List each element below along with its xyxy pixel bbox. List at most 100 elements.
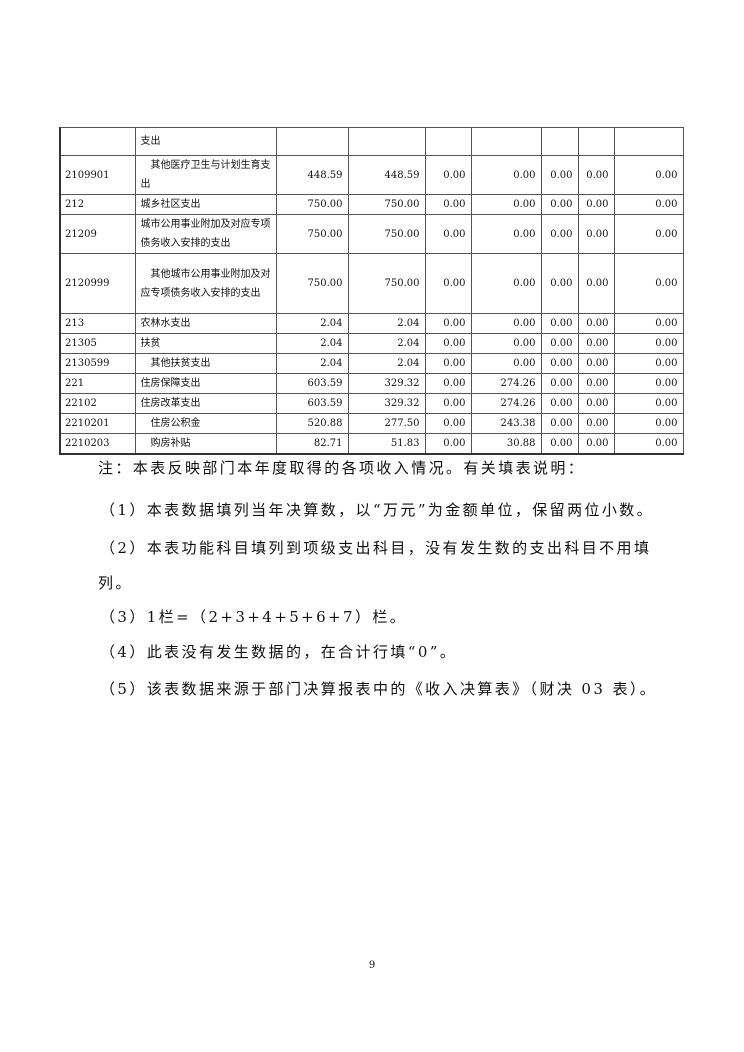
amount-cell xyxy=(613,127,684,156)
amount-cell: 0.00 xyxy=(470,313,542,334)
amount-cell: 0.00 xyxy=(613,433,684,455)
income-table: 支出 2109901 其他医疗卫生与计划生育支出 448.59 448.59 0.00 0.… xyxy=(59,127,684,455)
table-row: 21209 城市公用事业附加及对应专项债务收入安排的支出 750.00 750.00 0… xyxy=(59,214,684,254)
amount-cell xyxy=(424,127,472,156)
amount-cell: 603.59 xyxy=(275,373,349,394)
amount-cell: 0.00 xyxy=(540,433,579,455)
subject-name: 农林水支出 xyxy=(134,313,277,334)
subject-code: 2210201 xyxy=(59,413,136,434)
amount-cell: 750.00 xyxy=(275,194,349,215)
subject-name: 其他扶贫支出 xyxy=(134,353,277,374)
page-number: 9 xyxy=(368,960,376,971)
amount-cell: 0.00 xyxy=(613,313,684,334)
amount-cell: 277.50 xyxy=(347,413,426,434)
table-row: 2109901 其他医疗卫生与计划生育支出 448.59 448.59 0.00 0.00… xyxy=(59,155,684,195)
amount-cell: 0.00 xyxy=(613,155,684,195)
note-item-4: （4）此表没有发生数据的，在合计行填“0”。 xyxy=(100,643,458,661)
amount-cell: 0.00 xyxy=(424,393,472,414)
amount-cell: 0.00 xyxy=(577,155,615,195)
amount-cell: 274.26 xyxy=(470,373,542,394)
note-item-5: （5）该表数据来源于部门决算报表中的《收入决算表》（财决 03 表）。 xyxy=(100,680,658,698)
amount-cell: 448.59 xyxy=(275,155,349,195)
amount-cell: 0.00 xyxy=(540,373,579,394)
amount-cell: 0.00 xyxy=(577,413,615,434)
subject-name: 支出 xyxy=(134,127,277,156)
amount-cell: 0.00 xyxy=(613,333,684,354)
amount-cell: 0.00 xyxy=(424,214,472,254)
table-row: 213 农林水支出 2.04 2.04 0.00 0.00 0.00 0.00 0.00 xyxy=(59,313,684,334)
amount-cell: 0.00 xyxy=(577,313,615,334)
amount-cell: 274.26 xyxy=(470,393,542,414)
subject-code: 213 xyxy=(59,313,136,334)
table-row: 221 住房保障支出 603.59 329.32 0.00 274.26 0.00 0.00 0… xyxy=(59,373,684,394)
table-row: 2130599 其他扶贫支出 2.04 2.04 0.00 0.00 0.00 0.00 0.0… xyxy=(59,353,684,374)
table-row: 支出 xyxy=(59,127,684,156)
amount-cell: 750.00 xyxy=(347,253,426,314)
amount-cell xyxy=(470,127,542,156)
amount-cell: 0.00 xyxy=(540,253,579,314)
amount-cell: 0.00 xyxy=(424,333,472,354)
amount-cell: 2.04 xyxy=(275,353,349,374)
amount-cell: 520.88 xyxy=(275,413,349,434)
subject-code: 221 xyxy=(59,373,136,394)
amount-cell xyxy=(577,127,615,156)
table-row: 21305 扶贫 2.04 2.04 0.00 0.00 0.00 0.00 0.00 xyxy=(59,333,684,354)
amount-cell: 0.00 xyxy=(540,353,579,374)
amount-cell: 0.00 xyxy=(540,155,579,195)
amount-cell: 2.04 xyxy=(347,333,426,354)
subject-code: 21209 xyxy=(59,214,136,254)
subject-name: 住房改革支出 xyxy=(134,393,277,414)
table-row: 2210203 购房补贴 82.71 51.83 0.00 30.88 0.00 0.00 0.… xyxy=(59,433,684,455)
subject-code: 2210203 xyxy=(59,433,136,455)
note-item-2: （2）本表功能科目填列到项级支出科目，没有发生数的支出科目不用填 xyxy=(100,539,652,557)
subject-name: 其他医疗卫生与计划生育支出 xyxy=(134,155,277,195)
amount-cell: 750.00 xyxy=(347,214,426,254)
amount-cell: 0.00 xyxy=(577,194,615,215)
amount-cell: 329.32 xyxy=(347,393,426,414)
amount-cell: 0.00 xyxy=(613,393,684,414)
amount-cell: 750.00 xyxy=(347,194,426,215)
amount-cell: 0.00 xyxy=(470,194,542,215)
subject-name: 住房公积金 xyxy=(134,413,277,434)
amount-cell: 2.04 xyxy=(275,333,349,354)
table-row: 2120999 其他城市公用事业附加及对应专项债务收入安排的支出 750.00 750… xyxy=(59,253,684,314)
amount-cell: 2.04 xyxy=(347,313,426,334)
amount-cell: 0.00 xyxy=(613,194,684,215)
subject-name: 购房补贴 xyxy=(134,433,277,455)
note-item-3: （3）1栏=（2+3+4+5+6+7）栏。 xyxy=(100,608,408,626)
table-row: 212 城乡社区支出 750.00 750.00 0.00 0.00 0.00 0.00 0.0… xyxy=(59,194,684,215)
amount-cell: 2.04 xyxy=(275,313,349,334)
amount-cell: 0.00 xyxy=(424,373,472,394)
amount-cell: 603.59 xyxy=(275,393,349,414)
amount-cell: 0.00 xyxy=(424,194,472,215)
subject-code xyxy=(59,127,136,156)
subject-name: 其他城市公用事业附加及对应专项债务收入安排的支出 xyxy=(134,253,277,314)
amount-cell: 0.00 xyxy=(470,155,542,195)
amount-cell: 0.00 xyxy=(540,333,579,354)
amount-cell xyxy=(540,127,579,156)
amount-cell: 0.00 xyxy=(577,433,615,455)
amount-cell: 0.00 xyxy=(577,373,615,394)
amount-cell: 0.00 xyxy=(613,214,684,254)
amount-cell: 0.00 xyxy=(613,253,684,314)
amount-cell: 0.00 xyxy=(577,253,615,314)
subject-code: 2130599 xyxy=(59,353,136,374)
amount-cell: 82.71 xyxy=(275,433,349,455)
amount-cell: 750.00 xyxy=(275,253,349,314)
amount-cell: 0.00 xyxy=(424,155,472,195)
subject-name: 扶贫 xyxy=(134,333,277,354)
amount-cell: 0.00 xyxy=(424,313,472,334)
amount-cell: 0.00 xyxy=(470,253,542,314)
subject-code: 2120999 xyxy=(59,253,136,314)
amount-cell: 0.00 xyxy=(424,353,472,374)
amount-cell: 2.04 xyxy=(347,353,426,374)
table-row: 22102 住房改革支出 603.59 329.32 0.00 274.26 0.00 0.0… xyxy=(59,393,684,414)
amount-cell: 448.59 xyxy=(347,155,426,195)
subject-code: 21305 xyxy=(59,333,136,354)
subject-code: 212 xyxy=(59,194,136,215)
amount-cell: 51.83 xyxy=(347,433,426,455)
amount-cell: 0.00 xyxy=(613,373,684,394)
amount-cell xyxy=(347,127,426,156)
amount-cell: 0.00 xyxy=(577,214,615,254)
amount-cell: 0.00 xyxy=(540,214,579,254)
